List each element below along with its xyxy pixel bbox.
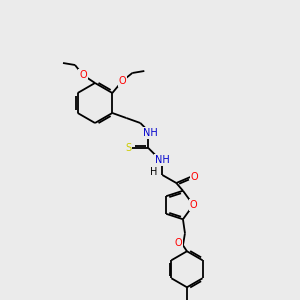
Text: NH: NH	[155, 155, 170, 165]
Text: O: O	[174, 238, 182, 248]
Text: H: H	[150, 167, 157, 177]
Text: S: S	[125, 143, 131, 153]
Text: O: O	[190, 200, 197, 210]
Text: NH: NH	[143, 128, 158, 138]
Text: O: O	[190, 172, 198, 182]
Text: O: O	[79, 70, 87, 80]
Text: O: O	[118, 76, 126, 86]
